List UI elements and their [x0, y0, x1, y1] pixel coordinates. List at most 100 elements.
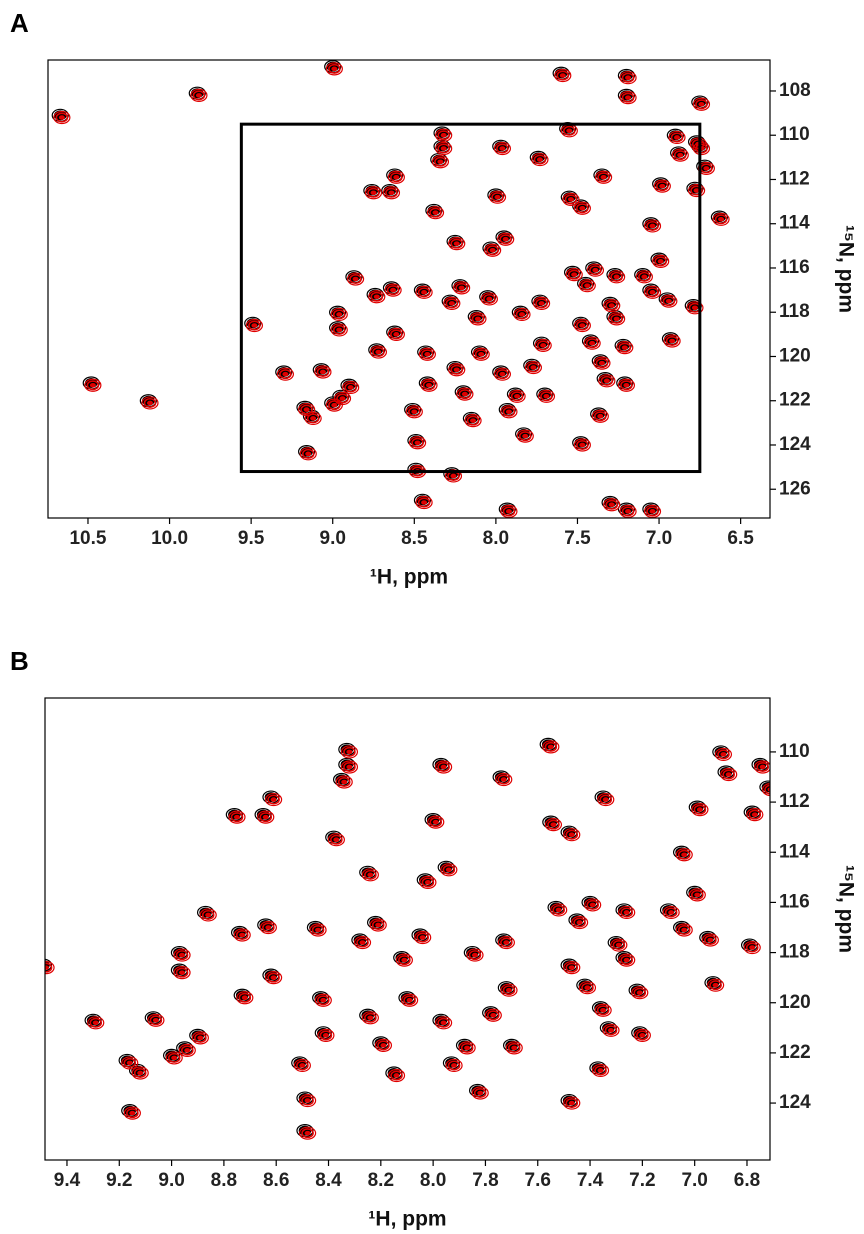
peak: [414, 930, 432, 945]
peak: [761, 782, 770, 797]
peak: [123, 1106, 141, 1120]
peak: [440, 863, 458, 877]
peak: [340, 760, 359, 774]
y-tick-label: 122: [779, 390, 811, 411]
peak: [298, 1093, 317, 1108]
peak: [361, 1011, 379, 1025]
peak: [671, 148, 689, 162]
peak: [314, 993, 332, 1007]
peak: [662, 905, 680, 920]
peak: [458, 1041, 476, 1055]
peak: [259, 920, 277, 935]
peak: [544, 818, 563, 832]
peak: [578, 279, 596, 293]
peak: [325, 62, 343, 76]
peak: [426, 206, 445, 220]
peak: [435, 141, 453, 156]
y-tick-label: 114: [779, 213, 810, 234]
y-tick-label: 124: [779, 434, 811, 455]
peak: [619, 504, 637, 518]
peak: [264, 971, 283, 985]
peak: [418, 347, 436, 361]
peak: [327, 833, 345, 847]
peak: [643, 504, 662, 518]
peak: [309, 923, 327, 937]
peak: [591, 1063, 610, 1078]
peak: [466, 948, 484, 962]
peak: [687, 183, 706, 198]
peak: [165, 1051, 183, 1065]
peak: [497, 232, 515, 246]
peak: [387, 170, 405, 184]
peak: [608, 312, 626, 326]
panel-label: A: [10, 8, 29, 38]
peak: [500, 405, 518, 419]
peak: [293, 1058, 311, 1073]
series: [53, 62, 730, 518]
peak: [597, 792, 615, 807]
peak: [643, 285, 662, 299]
peak: [87, 1016, 105, 1030]
plot-frame: [47, 59, 771, 519]
peak: [594, 1003, 612, 1017]
peak: [53, 110, 71, 125]
peak: [562, 192, 580, 206]
peak: [573, 438, 591, 452]
peak: [445, 1058, 463, 1073]
peak: [199, 908, 217, 922]
peak: [387, 1068, 406, 1083]
peak: [583, 336, 601, 350]
peak: [233, 928, 251, 942]
peak: [675, 848, 693, 862]
peak: [464, 414, 482, 428]
peak: [471, 1086, 489, 1100]
peak: [141, 396, 159, 410]
x-tick-label: 8.2: [368, 1170, 394, 1191]
peak: [453, 281, 471, 295]
peak: [513, 307, 531, 322]
peak: [652, 254, 670, 268]
peak: [754, 760, 770, 774]
peak: [353, 935, 372, 950]
peak: [276, 367, 295, 381]
peak: [500, 504, 518, 518]
x-tick-label: 9.0: [158, 1170, 184, 1191]
peak: [228, 810, 246, 824]
peak: [374, 1038, 393, 1052]
peak: [264, 792, 283, 807]
peak: [591, 409, 609, 423]
peak: [340, 745, 359, 759]
peak: [330, 323, 348, 337]
y-tick-label: 116: [779, 891, 810, 912]
peak: [408, 436, 427, 450]
peak: [298, 1126, 317, 1140]
peak: [480, 292, 498, 306]
y-tick-label: 126: [779, 478, 811, 499]
y-tick-label: 112: [779, 791, 810, 812]
peak: [147, 1013, 165, 1027]
y-tick-label: 114: [779, 841, 810, 862]
peak: [131, 1066, 149, 1080]
peak: [395, 953, 413, 967]
peak: [653, 179, 671, 193]
peak: [369, 918, 387, 932]
peak: [330, 307, 348, 322]
peak: [493, 141, 512, 156]
peak: [387, 327, 405, 341]
peak: [573, 201, 591, 215]
peak: [603, 498, 621, 512]
peak: [633, 1028, 651, 1042]
x-tick-label: 8.4: [315, 1170, 342, 1191]
peak: [746, 808, 764, 822]
peak: [643, 219, 662, 233]
x-tick-label: 9.5: [238, 528, 265, 549]
peak: [364, 186, 383, 200]
peak: [692, 97, 711, 111]
x-tick-label: 10.5: [69, 528, 106, 549]
peak: [610, 938, 628, 952]
peak: [524, 360, 543, 375]
peak: [692, 141, 711, 156]
x-tick-label: 8.8: [211, 1170, 237, 1191]
peak: [434, 760, 453, 774]
peak: [45, 961, 55, 975]
